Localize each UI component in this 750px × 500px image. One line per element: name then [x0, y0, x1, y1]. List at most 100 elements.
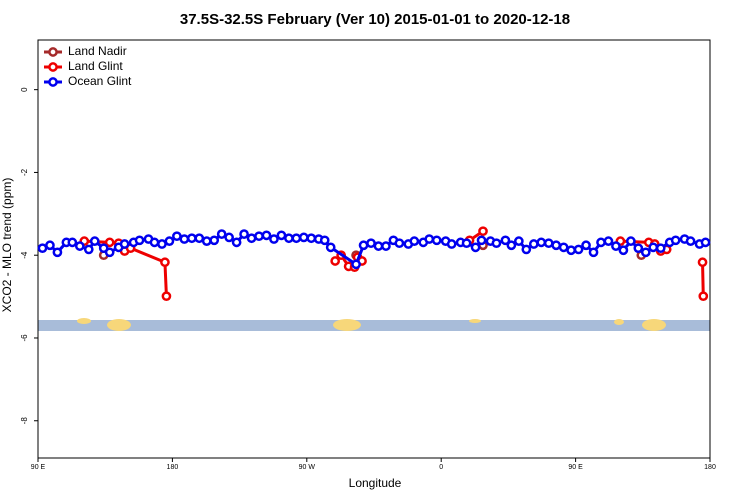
data-point	[104, 247, 115, 258]
x-tick-label: 180	[704, 464, 716, 471]
data-point	[269, 234, 279, 244]
data-point	[157, 239, 167, 249]
data-point	[528, 239, 539, 249]
x-tick-label: 90 E	[31, 464, 46, 471]
data-point	[89, 236, 100, 246]
legend-label: Land Nadir	[68, 44, 127, 58]
x-tick-label: 0	[439, 464, 443, 471]
data-point	[478, 226, 488, 237]
data-point	[67, 237, 78, 248]
legend-label: Land Glint	[68, 59, 123, 73]
data-point	[394, 238, 405, 249]
data-point	[596, 237, 606, 248]
data-point	[172, 231, 182, 242]
data-point	[446, 239, 457, 249]
data-point	[431, 235, 442, 246]
data-point	[45, 240, 55, 251]
x-tick-label: 180	[167, 464, 179, 471]
legend-marker	[48, 62, 58, 72]
legend-label: Ocean Glint	[68, 74, 132, 88]
y-tick-label: 0	[20, 87, 29, 92]
data-point	[698, 291, 709, 302]
data-point	[633, 243, 644, 254]
data-point	[74, 241, 85, 251]
map-strip	[38, 318, 710, 331]
data-point	[224, 232, 234, 243]
data-point	[573, 244, 584, 255]
legend-marker	[48, 47, 58, 57]
data-point	[685, 236, 696, 246]
data-point	[325, 242, 336, 253]
data-point	[209, 235, 220, 246]
y-tick-label: -8	[20, 417, 29, 425]
data-point	[276, 230, 287, 241]
data-point	[298, 232, 309, 243]
data-point	[186, 233, 197, 244]
data-point	[239, 229, 249, 239]
data-point	[500, 235, 511, 246]
data-point	[581, 240, 591, 251]
y-tick-label: -2	[20, 168, 29, 176]
data-point	[201, 236, 212, 246]
data-point	[700, 237, 711, 248]
data-point	[491, 238, 502, 249]
data-point	[306, 233, 317, 244]
data-point	[366, 238, 376, 249]
data-point	[640, 247, 651, 258]
data-point	[588, 247, 599, 258]
data-point	[104, 237, 115, 248]
data-point	[648, 242, 659, 253]
chart-title: 37.5S-32.5S February (Ver 10) 2015-01-01…	[180, 11, 570, 28]
data-point	[521, 244, 532, 255]
data-point	[83, 244, 94, 255]
data-point	[558, 242, 569, 253]
data-point	[216, 229, 227, 239]
data-point	[246, 233, 257, 244]
data-point	[461, 238, 472, 249]
data-point	[409, 236, 420, 246]
data-point	[476, 235, 487, 246]
data-point	[655, 243, 666, 254]
data-point	[551, 240, 562, 251]
x-axis-label: Longitude	[349, 476, 402, 490]
data-point	[543, 238, 554, 249]
data-point	[330, 256, 341, 266]
y-tick-label: -4	[20, 251, 29, 259]
legend-marker	[48, 77, 58, 87]
data-point	[670, 235, 681, 246]
data-point	[134, 235, 145, 246]
data-point	[381, 241, 391, 251]
data-point	[161, 291, 172, 302]
data-point	[231, 237, 242, 248]
data-point	[373, 241, 384, 251]
data-point	[618, 245, 629, 256]
data-point	[291, 233, 302, 244]
data-point	[626, 236, 636, 246]
data-point	[149, 237, 160, 248]
data-point	[319, 235, 330, 246]
data-point	[194, 233, 205, 244]
data-point	[37, 243, 48, 254]
data-point	[160, 257, 170, 268]
data-point	[179, 234, 190, 244]
data-point	[603, 236, 614, 246]
data-point	[536, 237, 547, 248]
plot-frame	[37, 39, 711, 459]
data-point	[566, 245, 576, 256]
x-tick-label: 90 W	[299, 464, 316, 471]
data-point	[470, 242, 481, 253]
data-point	[164, 236, 175, 246]
data-point	[424, 234, 435, 244]
x-tick-label: 90 E	[568, 464, 583, 471]
data-point	[697, 257, 708, 268]
data-point	[284, 233, 294, 244]
y-tick-label: -6	[20, 334, 29, 342]
data-point	[254, 231, 264, 242]
data-point	[514, 236, 524, 246]
data-point	[261, 230, 272, 241]
data-point	[506, 240, 517, 251]
data-point	[358, 240, 369, 251]
data-point	[52, 247, 63, 258]
data-point	[611, 241, 621, 251]
